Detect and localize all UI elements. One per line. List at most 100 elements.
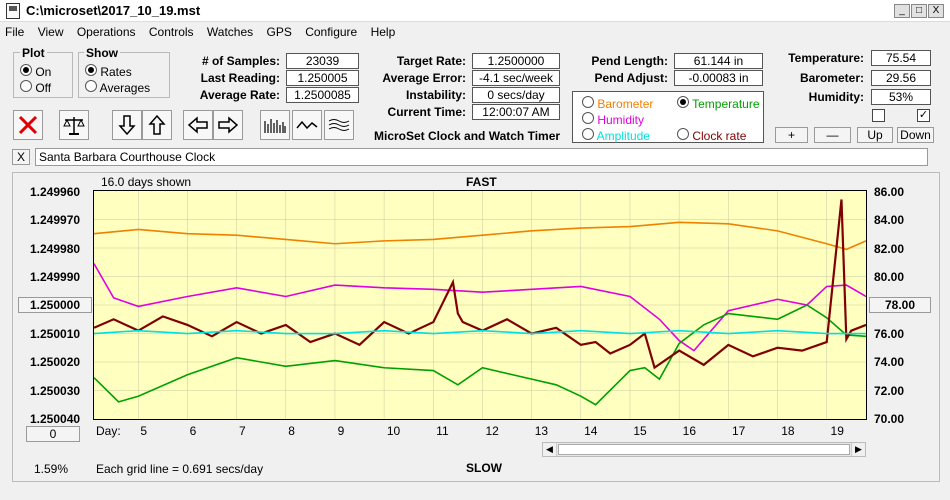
pend-adjust-label: Pend Adjust: (594, 71, 668, 85)
env-checkbox-2[interactable]: ✓ (917, 109, 930, 122)
show-rates-radio[interactable]: Rates (85, 64, 132, 79)
pend-length-value: 61.144 in (674, 53, 763, 69)
down-button[interactable]: Down (897, 127, 934, 143)
show-averages-radio[interactable]: Averages (85, 80, 150, 95)
plot-scrollbar[interactable]: ◀ ▶ (542, 442, 866, 457)
close-button[interactable]: X (928, 4, 944, 18)
day-tick: 16 (682, 424, 697, 438)
day-tick: 7 (238, 424, 246, 438)
show-group-label: Show (84, 46, 120, 60)
day-tick: 5 (140, 424, 148, 438)
menu-watches[interactable]: Watches (206, 25, 254, 39)
scroll-left-button[interactable]: ◀ (543, 443, 557, 456)
rate-plot[interactable] (93, 190, 867, 420)
radio-indicator (582, 112, 594, 124)
radio-indicator (20, 80, 32, 92)
balance-button[interactable] (59, 110, 89, 140)
arrow-up-icon (148, 114, 166, 135)
sensor-select-box (572, 91, 764, 143)
clear-clock-name-button[interactable]: X (12, 149, 30, 165)
barometer-env-label: Barometer: (799, 71, 864, 85)
left-axis-center-button[interactable]: 1.250000 (18, 297, 92, 313)
title-bar: C:\microset\2017_10_19.mst _ □ X (0, 0, 950, 22)
clock-name-field[interactable]: Santa Barbara Courthouse Clock (35, 148, 928, 166)
cancel-button[interactable] (13, 110, 43, 140)
menu-operations[interactable]: Operations (76, 25, 136, 39)
current-time-label: Current Time: (387, 105, 466, 119)
menu-view[interactable]: View (37, 25, 64, 39)
bar-graph-icon (264, 119, 286, 133)
arrow-down-button[interactable] (112, 110, 142, 140)
plot-frame (12, 172, 940, 482)
menu-bar: File View Operations Controls Watches GP… (0, 23, 950, 41)
menu-configure[interactable]: Configure (305, 25, 358, 39)
maximize-button[interactable]: □ (911, 4, 927, 18)
humidity-env-label: Humidity: (808, 90, 864, 104)
current-time-value: 12:00:07 AM (472, 104, 560, 120)
scroll-thumb[interactable] (558, 444, 850, 455)
show-averages-label: Averages (99, 81, 151, 95)
average-rate-value: 1.2500085 (286, 87, 359, 103)
day-tick: 9 (337, 424, 345, 438)
target-rate-value[interactable]: 1.2500000 (472, 53, 560, 69)
left-tick: 1.249980 (30, 242, 81, 256)
target-rate-label: Target Rate: (396, 54, 466, 68)
right-tick: 74.00 (874, 355, 905, 369)
menu-controls[interactable]: Controls (148, 25, 194, 39)
amplitude-radio[interactable]: Amplitude (582, 128, 650, 143)
plot-off-radio[interactable]: Off (20, 80, 51, 95)
average-error-value: -4.1 sec/week (472, 70, 560, 86)
instability-value: 0 secs/day (472, 87, 560, 103)
minus-button[interactable]: — (814, 127, 851, 143)
zero-button[interactable]: 0 (26, 426, 80, 442)
menu-file[interactable]: File (5, 25, 25, 39)
balance-scale-icon (63, 117, 85, 135)
humidity-radio[interactable]: Humidity (582, 112, 644, 127)
radio-indicator (582, 128, 594, 140)
day-tick: 10 (386, 424, 401, 438)
day-tick: 8 (288, 424, 295, 438)
temperature-radio[interactable]: Temperature (677, 96, 760, 111)
clock-rate-radio[interactable]: Clock rate (677, 128, 746, 143)
left-tick: 1.250020 (30, 355, 81, 369)
day-axis-label: Day: (96, 424, 121, 438)
amplitude-label: Amplitude (596, 129, 651, 143)
env-checkbox-1[interactable] (872, 109, 885, 122)
temperature-env-value: 75.54 (871, 50, 931, 66)
day-tick: 19 (830, 424, 844, 438)
plot-off-label: Off (35, 81, 52, 95)
series-humidity (94, 263, 866, 352)
fast-label: FAST (466, 175, 497, 189)
scroll-right-button[interactable]: ▶ (851, 443, 865, 456)
right-tick: 84.00 (874, 213, 905, 227)
menu-gps[interactable]: GPS (266, 25, 292, 39)
arrow-left-button[interactable] (183, 110, 213, 140)
average-error-label: Average Error: (382, 71, 466, 85)
line-graph-icon (296, 120, 318, 130)
left-tick: 1.249960 (30, 185, 81, 199)
arrow-down-icon (118, 115, 136, 136)
temperature-env-label: Temperature: (788, 51, 864, 65)
up-button[interactable]: Up (857, 127, 893, 143)
humidity-env-value: 53% (871, 89, 931, 105)
minimize-button[interactable]: _ (894, 4, 910, 18)
plus-button[interactable]: + (775, 127, 808, 143)
multi-wave-view-button[interactable] (324, 110, 354, 140)
arrow-right-button[interactable] (213, 110, 243, 140)
arrow-left-icon (187, 116, 208, 134)
bars-view-button[interactable] (260, 110, 290, 140)
plot-on-radio[interactable]: On (20, 64, 51, 79)
left-tick: 1.250010 (30, 327, 81, 341)
right-axis-center-button[interactable]: 78.00 (869, 297, 931, 313)
barometer-radio[interactable]: Barometer (582, 96, 653, 111)
grid-note: Each grid line = 0.691 secs/day (96, 462, 264, 476)
arrow-up-button[interactable] (142, 110, 172, 140)
wave-view-button[interactable] (292, 110, 322, 140)
menu-help[interactable]: Help (370, 25, 396, 39)
radio-indicator (85, 80, 97, 92)
left-tick: 1.250030 (30, 384, 81, 398)
last-reading-value: 1.250005 (286, 70, 359, 86)
pend-length-label: Pend Length: (591, 54, 668, 68)
window-title: C:\microset\2017_10_19.mst (26, 3, 201, 18)
app-icon (6, 3, 20, 19)
